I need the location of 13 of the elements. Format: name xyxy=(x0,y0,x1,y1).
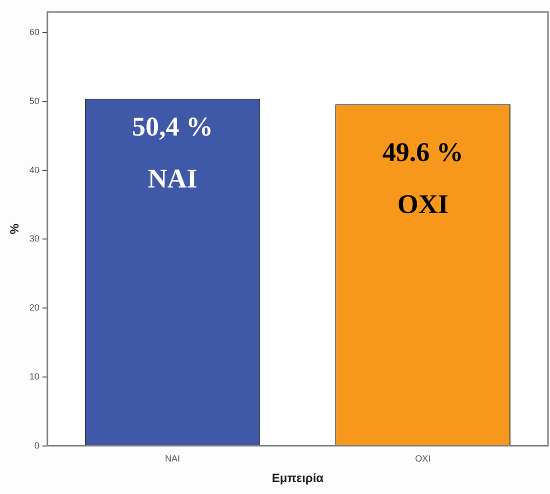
annotation: NAI xyxy=(148,164,198,194)
annotation: OXI xyxy=(397,189,448,220)
y-tick-label: 10 xyxy=(29,371,40,382)
data-label: 49.6 % xyxy=(382,137,464,168)
y-tick-label: 30 xyxy=(29,234,40,244)
x-axis-title: Εμπειρία xyxy=(272,471,324,486)
y-tick-label: 20 xyxy=(29,302,40,313)
y-axis-title: % xyxy=(8,223,22,234)
y-tick-label: 60 xyxy=(29,27,40,38)
data-label: 50,4 % xyxy=(132,112,214,142)
y-tick-label: 40 xyxy=(29,164,40,175)
y-tick-label: 50 xyxy=(29,96,40,106)
y-tick-label: 0 xyxy=(34,440,40,450)
